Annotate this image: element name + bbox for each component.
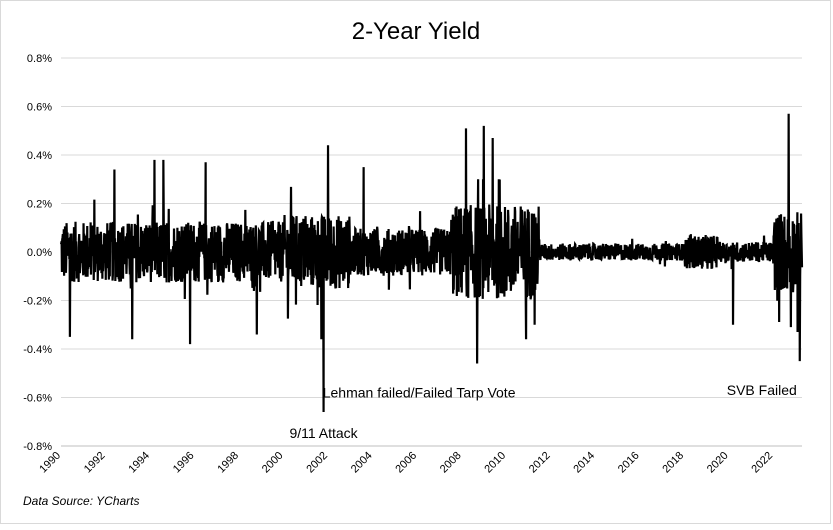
y-tick-label: -0.2%: [23, 296, 52, 308]
data-source-note: Data Source: YCharts: [23, 494, 140, 508]
x-tick-label: 1998: [215, 450, 241, 476]
x-tick-label: 2004: [349, 450, 375, 476]
x-tick-label: 2020: [705, 450, 731, 476]
x-axis: 1990 1992 1994 1996 1998 2000 2002 2004 2006 2008…: [37, 445, 802, 476]
x-tick-label: 1996: [171, 450, 197, 476]
annotation-label: SVB Failed: [727, 382, 797, 398]
y-tick-label: 0.4%: [27, 150, 52, 162]
x-tick-label: 2006: [393, 450, 419, 476]
y-tick-label: 0.2%: [27, 199, 52, 211]
x-tick-label: 2014: [571, 450, 597, 476]
x-tick-label: 2008: [438, 450, 464, 476]
x-tick-label: 1992: [82, 450, 108, 476]
series-line: [59, 113, 804, 413]
y-tick-label: 0.8%: [27, 53, 52, 65]
x-tick-label: 2022: [749, 450, 775, 476]
x-tick-label: 1990: [37, 450, 63, 476]
x-tick-label: 2010: [482, 450, 508, 476]
x-tick-label: 2002: [304, 450, 330, 476]
annotation-label: Lehman failed/Failed Tarp Vote: [323, 385, 516, 401]
y-tick-label: 0.6%: [27, 102, 52, 114]
x-tick-label: 2018: [660, 450, 686, 476]
annotation-label: 9/11 Attack: [289, 425, 358, 441]
y-tick-label: -0.6%: [23, 393, 52, 405]
chart-title: 2-Year Yield: [352, 18, 481, 45]
series-2-year-yield: [59, 113, 804, 413]
x-tick-label: 2000: [260, 450, 286, 476]
y-tick-label: 0.0%: [27, 247, 52, 259]
y-tick-label: -0.8%: [23, 441, 52, 453]
x-tick-label: 1994: [126, 450, 152, 476]
x-tick-label: 2016: [616, 450, 642, 476]
annotations: 9/11 Attack Lehman failed/Failed Tarp Vot…: [289, 382, 796, 441]
y-axis-ticks: 0.8% 0.6% 0.4% 0.2% 0.0% -0.2% -0.4% -0.6% -0.8%: [23, 53, 52, 453]
x-tick-label: 2012: [527, 450, 553, 476]
y-tick-label: -0.4%: [23, 344, 52, 356]
